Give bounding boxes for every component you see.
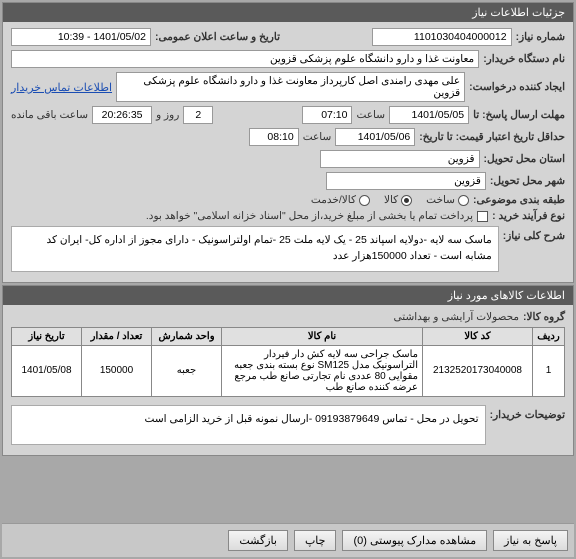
purchase-type-label: نوع فرآیند خرید : xyxy=(492,210,565,222)
col-name: نام کالا xyxy=(222,327,423,345)
goods-table: ردیف کد کالا نام کالا واحد شمارش تعداد /… xyxy=(11,327,565,397)
back-button[interactable]: بازگشت xyxy=(228,530,288,551)
goods-info-header: اطلاعات کالاهای مورد نیاز xyxy=(3,286,573,305)
purchase-type-checkbox[interactable] xyxy=(477,211,488,222)
group-label: گروه کالا: xyxy=(523,311,565,323)
creator-value: علی مهدی رامندی اصل کارپرداز معاونت غذا … xyxy=(116,72,465,102)
radio-circle-services xyxy=(359,195,370,206)
desc-label: شرح کلی نیاز: xyxy=(503,226,565,242)
radio-circle-goods xyxy=(401,195,412,206)
need-no-value: 1101030404000012 xyxy=(372,28,512,46)
contact-buyer-link[interactable]: اطلاعات تماس خریدار xyxy=(11,81,112,94)
delivery-state: قزوین xyxy=(320,150,480,168)
public-date-value: 1401/05/02 - 10:39 xyxy=(11,28,151,46)
countdown-days-label: روز و xyxy=(156,109,179,121)
attachments-button[interactable]: مشاهده مدارک پیوستی (0) xyxy=(342,530,487,551)
radio-label-services: کالا/خدمت xyxy=(311,194,356,206)
table-row[interactable]: 1 2132520173040008 ماسک جراحی سه لایه کش… xyxy=(12,345,565,396)
time-label-2: ساعت xyxy=(303,131,332,143)
buyer-value: معاونت غذا و دارو دانشگاه علوم پزشکی قزو… xyxy=(11,50,479,68)
group-value: محصولات آرایشی و بهداشتی xyxy=(394,311,519,323)
countdown: 2 روز و 20:26:35 ساعت باقی مانده xyxy=(11,106,213,124)
radio-circle-construction xyxy=(458,195,469,206)
purchase-type-text: پرداخت تمام یا بخشی از مبلغ خرید،از محل … xyxy=(11,210,473,222)
countdown-suffix: ساعت باقی مانده xyxy=(11,109,88,121)
cell-code: 2132520173040008 xyxy=(423,345,533,396)
validity-label: حداقل تاریخ اعتبار قیمت: تا تاریخ: xyxy=(419,131,565,143)
delivery-city-label: شهر محل تحویل: xyxy=(490,175,565,187)
col-qty: تعداد / مقدار xyxy=(82,327,152,345)
table-header-row: ردیف کد کالا نام کالا واحد شمارش تعداد /… xyxy=(12,327,565,345)
col-idx: ردیف xyxy=(533,327,565,345)
cell-name: ماسک جراحی سه لایه کش دار فیردار التراسو… xyxy=(222,345,423,396)
buyer-notes-label: توضیحات خریدار: xyxy=(490,405,565,421)
buyer-notes: تحویل در محل - تماس 09193879649 -ارسال ن… xyxy=(11,405,486,445)
category-radio-group: ساخت کالا کالا/خدمت xyxy=(311,194,469,206)
radio-construction[interactable]: ساخت xyxy=(426,194,469,206)
validity-date: 1401/05/06 xyxy=(335,128,415,146)
cell-qty: 150000 xyxy=(82,345,152,396)
desc-box: ماسک سه لایه -دولایه اسپاند 25 - یک لایه… xyxy=(11,226,499,272)
respond-button[interactable]: پاسخ به نیاز xyxy=(493,530,568,551)
countdown-days: 2 xyxy=(183,106,213,124)
category-label: طبقه بندی موضوعی: xyxy=(473,194,565,206)
col-date: تاریخ نیاز xyxy=(12,327,82,345)
goods-info-panel: اطلاعات کالاهای مورد نیاز گروه کالا: محص… xyxy=(2,285,574,456)
delivery-city: قزوین xyxy=(326,172,486,190)
public-date-label: تاریخ و ساعت اعلان عمومی: xyxy=(155,31,280,43)
need-details-panel: جزئیات اطلاعات نیاز شماره نیاز: 11010304… xyxy=(2,2,574,283)
deadline-time: 07:10 xyxy=(302,106,352,124)
radio-goods[interactable]: کالا xyxy=(384,194,412,206)
cell-unit: جعبه xyxy=(152,345,222,396)
validity-time: 08:10 xyxy=(249,128,299,146)
deadline-date: 1401/05/05 xyxy=(389,106,469,124)
radio-label-construction: ساخت xyxy=(426,194,455,206)
print-button[interactable]: چاپ xyxy=(294,530,337,551)
need-details-header: جزئیات اطلاعات نیاز xyxy=(3,3,573,22)
col-unit: واحد شمارش xyxy=(152,327,222,345)
countdown-time: 20:26:35 xyxy=(92,106,152,124)
delivery-state-label: استان محل تحویل: xyxy=(484,153,565,165)
radio-services[interactable]: کالا/خدمت xyxy=(311,194,370,206)
col-code: کد کالا xyxy=(423,327,533,345)
radio-label-goods: کالا xyxy=(384,194,398,206)
creator-label: ایجاد کننده درخواست: xyxy=(469,81,565,93)
cell-idx: 1 xyxy=(533,345,565,396)
need-no-label: شماره نیاز: xyxy=(516,31,565,43)
buyer-label: نام دستگاه خریدار: xyxy=(483,53,565,65)
cell-date: 1401/05/08 xyxy=(12,345,82,396)
footer-buttons: پاسخ به نیاز مشاهده مدارک پیوستی (0) چاپ… xyxy=(2,523,574,557)
deadline-label: مهلت ارسال پاسخ: تا xyxy=(473,109,565,121)
time-label-1: ساعت xyxy=(356,109,385,121)
